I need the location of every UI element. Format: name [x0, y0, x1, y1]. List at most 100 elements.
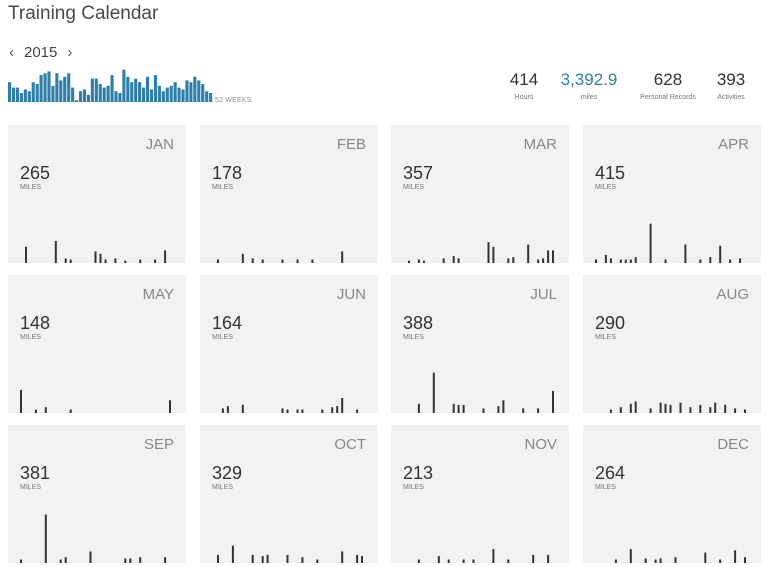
month-name: JAN: [145, 136, 174, 153]
day-bar: [124, 260, 127, 263]
day-bar: [336, 406, 339, 413]
week-bar[interactable]: [11, 87, 16, 102]
day-bar: [482, 408, 485, 413]
week-bar[interactable]: [118, 93, 122, 102]
week-bar[interactable]: [35, 84, 39, 102]
week-bar[interactable]: [153, 75, 158, 102]
week-bar[interactable]: [19, 93, 23, 102]
week-bar[interactable]: [209, 93, 213, 102]
day-bar: [654, 559, 657, 563]
week-bar[interactable]: [161, 91, 165, 102]
week-bar[interactable]: [59, 80, 63, 102]
week-bar[interactable]: [106, 85, 110, 102]
week-bar[interactable]: [90, 78, 94, 102]
stat-hours-value: 414: [509, 70, 539, 89]
week-bar[interactable]: [43, 73, 47, 102]
day-bar: [629, 259, 632, 263]
week-bar[interactable]: [201, 84, 205, 102]
month-card-may[interactable]: MAY 148 MILES: [8, 275, 186, 413]
month-card-feb[interactable]: FEB 178 MILES: [200, 125, 378, 263]
day-bar: [286, 554, 289, 563]
week-bar[interactable]: [165, 87, 169, 102]
week-bar[interactable]: [126, 76, 130, 102]
week-bar[interactable]: [181, 89, 185, 102]
week-bar[interactable]: [145, 76, 150, 102]
day-bar: [719, 245, 722, 263]
month-card-dec[interactable]: DEC 264 MILES: [583, 425, 761, 563]
week-bar[interactable]: [177, 87, 181, 102]
week-bar[interactable]: [142, 87, 146, 102]
week-bar[interactable]: [8, 82, 12, 102]
week-bar[interactable]: [15, 87, 20, 102]
daily-miles-chart: [221, 398, 359, 413]
day-bar: [669, 404, 672, 413]
week-bar[interactable]: [102, 87, 106, 102]
week-bar[interactable]: [98, 84, 102, 102]
day-bar: [664, 403, 667, 413]
week-bar[interactable]: [134, 78, 138, 102]
week-bar[interactable]: [173, 82, 177, 102]
day-bar: [281, 408, 284, 413]
chevron-left-icon[interactable]: ‹: [9, 44, 14, 61]
day-bar: [487, 242, 490, 263]
week-bar[interactable]: [130, 82, 134, 102]
weekly-miles-chart[interactable]: [8, 66, 213, 102]
week-bar[interactable]: [138, 82, 142, 102]
week-bar[interactable]: [114, 91, 118, 102]
week-bar[interactable]: [39, 75, 43, 102]
month-card-apr[interactable]: APR 415 MILES: [583, 125, 761, 263]
month-card-jun[interactable]: JUN 164 MILES: [200, 275, 378, 413]
week-bar[interactable]: [31, 82, 35, 102]
week-bar[interactable]: [94, 78, 98, 102]
month-card-jul[interactable]: JUL 388 MILES: [391, 275, 569, 413]
week-bar[interactable]: [157, 85, 161, 102]
week-bar[interactable]: [185, 80, 189, 102]
week-bar[interactable]: [110, 75, 114, 102]
day-bar: [684, 244, 687, 263]
day-bar: [316, 559, 319, 563]
day-bar: [341, 398, 344, 413]
day-bar: [729, 259, 732, 263]
week-bar[interactable]: [67, 73, 71, 102]
day-bar: [739, 258, 742, 263]
month-card-mar[interactable]: MAR 357 MILES: [391, 125, 569, 263]
week-bar[interactable]: [122, 69, 126, 102]
week-bar[interactable]: [27, 91, 31, 102]
month-card-sep[interactable]: SEP 381 MILES: [8, 425, 186, 563]
chevron-right-icon[interactable]: ›: [67, 44, 73, 61]
week-bar[interactable]: [23, 89, 27, 102]
week-bar[interactable]: [75, 100, 79, 102]
week-bar[interactable]: [86, 94, 90, 102]
week-bar[interactable]: [193, 76, 197, 102]
day-bar: [422, 260, 425, 263]
week-bar[interactable]: [205, 91, 209, 102]
day-bar: [699, 404, 702, 413]
week-bar[interactable]: [51, 85, 55, 102]
day-bar: [552, 391, 554, 413]
day-bar: [20, 559, 22, 563]
week-bar[interactable]: [71, 87, 75, 102]
month-card-nov[interactable]: NOV 213 MILES: [391, 425, 569, 563]
month-name: NOV: [524, 436, 557, 453]
month-card-oct[interactable]: OCT 329 MILES: [200, 425, 378, 563]
week-bar[interactable]: [169, 85, 173, 102]
week-bar[interactable]: [47, 71, 51, 102]
week-bar[interactable]: [189, 82, 193, 102]
week-bar[interactable]: [82, 89, 87, 102]
day-bar: [709, 257, 712, 263]
week-bar[interactable]: [149, 89, 154, 102]
day-bar: [522, 408, 525, 413]
day-bar: [527, 244, 530, 263]
month-name: JUN: [336, 286, 366, 303]
month-card-jan[interactable]: JAN 265 MILES: [8, 125, 186, 263]
week-bar[interactable]: [63, 76, 67, 102]
week-bar[interactable]: [78, 91, 83, 102]
week-bar[interactable]: [55, 73, 59, 102]
week-bar[interactable]: [197, 80, 201, 102]
day-bar: [241, 253, 244, 263]
month-card-aug[interactable]: AUG 290 MILES: [583, 275, 761, 413]
day-bar: [664, 259, 667, 263]
daily-miles-chart: [417, 549, 550, 563]
stat-miles: 3,392.9 miles: [561, 70, 618, 101]
day-bar: [507, 559, 510, 563]
